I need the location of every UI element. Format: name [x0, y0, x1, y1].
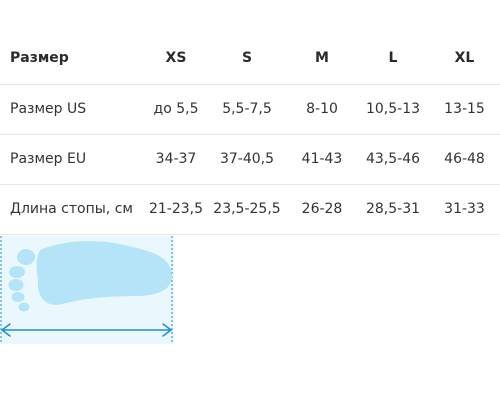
table-cell: до 5,5 — [145, 84, 207, 135]
row-label-eu: Размер EU — [0, 134, 145, 185]
header-size-xs: XS — [145, 33, 207, 85]
table-cell: 21-23,5 — [145, 184, 207, 235]
table-cell: 10,5-13 — [357, 84, 429, 135]
table-cell: 46-48 — [429, 134, 500, 185]
table-cell: 13-15 — [429, 84, 500, 135]
header-size-m: M — [287, 33, 357, 85]
table-cell: 41-43 — [287, 134, 357, 185]
table-header-row: Размер XS S M L XL — [0, 33, 500, 85]
table-cell: 43,5-46 — [357, 134, 429, 185]
foot-length-icon — [0, 236, 174, 344]
row-label-foot-length: Длина стопы, см — [0, 184, 145, 235]
table-cell: 26-28 — [287, 184, 357, 235]
length-arrow-icon — [1, 323, 172, 337]
table-cell: 23,5-25,5 — [207, 184, 287, 235]
table-cell: 28,5-31 — [357, 184, 429, 235]
table-cell: 31-33 — [429, 184, 500, 235]
table-cell: 34-37 — [145, 134, 207, 185]
foot-shape — [8, 241, 173, 312]
table-row-foot-length: Длина стопы, см 21-23,5 23,5-25,5 26-28 … — [0, 184, 500, 235]
header-size-xl: XL — [429, 33, 500, 85]
header-size-l: L — [357, 33, 429, 85]
row-label-us: Размер US — [0, 84, 145, 135]
table-cell: 5,5-7,5 — [207, 84, 287, 135]
table-cell: 37-40,5 — [207, 134, 287, 185]
size-chart-table: Размер XS S M L XL Размер US до 5,5 5,5-… — [0, 33, 500, 235]
header-size-label: Размер — [0, 33, 145, 85]
table-cell: 8-10 — [287, 84, 357, 135]
table-row-us-size: Размер US до 5,5 5,5-7,5 8-10 10,5-13 13… — [0, 84, 500, 135]
table-row-eu-size: Размер EU 34-37 37-40,5 41-43 43,5-46 46… — [0, 134, 500, 185]
header-size-s: S — [207, 33, 287, 85]
